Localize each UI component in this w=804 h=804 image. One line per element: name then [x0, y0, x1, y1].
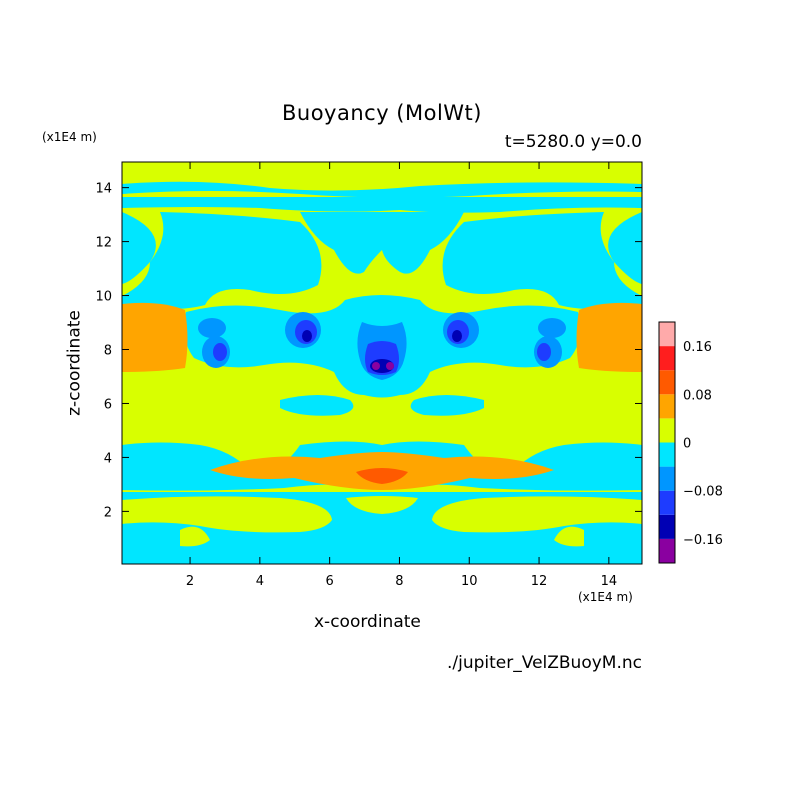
- y-tick-label: 6: [104, 397, 112, 412]
- colorbar-tick-label: −0.08: [683, 485, 723, 500]
- y-tick-label: 4: [104, 451, 112, 466]
- y-tick-label: 2: [104, 505, 112, 520]
- colorbar-swatch: [659, 466, 675, 491]
- x-axis-label: x-coordinate: [314, 612, 421, 632]
- x-tick-label: 4: [256, 574, 264, 589]
- x-tick-label: 6: [326, 574, 334, 589]
- colorbar-tick-label: 0.08: [683, 388, 712, 403]
- colorbar-swatch: [659, 322, 675, 347]
- y-axis-label: z-coordinate: [64, 310, 85, 416]
- x-unit-label: (x1E4 m): [578, 590, 633, 604]
- colorbar-swatch: [659, 490, 675, 515]
- y-unit-label: (x1E4 m): [42, 130, 97, 144]
- chart-subtitle: t=5280.0 y=0.0: [504, 132, 642, 152]
- plot-frame: [121, 161, 643, 565]
- y-axis-ticks: 2 4 6 8 10 12 14: [95, 182, 642, 520]
- x-tick-label: 8: [395, 574, 403, 589]
- colorbar-swatch: [659, 394, 675, 419]
- x-tick-label: 14: [601, 574, 618, 589]
- x-tick-label: 12: [531, 574, 548, 589]
- chart-title: Buoyancy (MolWt): [281, 101, 482, 125]
- y-tick-label: 14: [95, 182, 112, 197]
- source-file-label: ./jupiter_VelZBuoyM.nc: [447, 653, 642, 673]
- positive-large-region: [356, 468, 408, 484]
- colorbar-swatch: [659, 370, 675, 395]
- x-tick-label: 10: [461, 574, 478, 589]
- colorbar-swatch: [659, 442, 675, 467]
- positive-small-lower: [122, 415, 642, 547]
- colorbar-swatch: [659, 418, 675, 443]
- x-axis-ticks: 2 4 6 8 10 12 14: [186, 162, 617, 589]
- y-tick-label: 10: [95, 290, 112, 305]
- colorbar-tick-label: 0: [683, 437, 691, 452]
- contour-field: [122, 162, 642, 564]
- colorbar-swatch: [659, 538, 675, 563]
- y-tick-label: 8: [104, 344, 112, 359]
- colorbar-tick-label: −0.16: [683, 533, 723, 548]
- colorbar-swatch: [659, 346, 675, 371]
- colorbar-tick-label: 0.16: [683, 340, 712, 355]
- negative-max-regions: [372, 362, 394, 370]
- y-tick-label: 12: [95, 236, 112, 251]
- colorbar: 0.16 0.08 0 −0.08 −0.16: [658, 321, 723, 564]
- colorbar-frame: [658, 321, 676, 564]
- colorbar-swatch: [659, 514, 675, 539]
- x-tick-label: 2: [186, 574, 194, 589]
